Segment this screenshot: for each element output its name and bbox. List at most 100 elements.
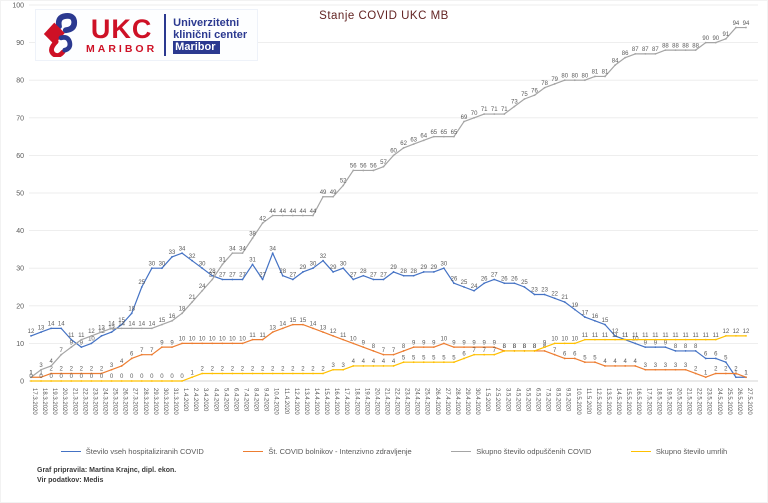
data-point	[533, 293, 536, 296]
data-label: 27	[259, 273, 266, 279]
data-point	[493, 346, 496, 349]
data-point	[493, 113, 496, 115]
data-label: 11	[249, 333, 256, 339]
data-point	[150, 327, 153, 330]
data-label: 21	[561, 295, 568, 301]
data-point	[422, 361, 425, 364]
data-label: 6	[573, 352, 577, 358]
data-point	[614, 338, 616, 341]
data-label: 8	[372, 344, 376, 350]
data-point	[110, 368, 113, 371]
data-point	[735, 334, 737, 337]
data-label: 6	[704, 352, 708, 358]
data-label: 9	[422, 340, 426, 346]
data-label: 30	[340, 261, 347, 267]
data-label: 1	[29, 370, 33, 376]
data-point	[473, 116, 475, 119]
legend-label-0: Število vseh hospitaliziranih COVID	[85, 447, 204, 456]
data-label: 31	[249, 258, 256, 264]
data-label: 38	[249, 231, 256, 237]
data-point	[634, 342, 637, 345]
data-label: 5	[593, 355, 597, 361]
data-point	[382, 365, 385, 367]
data-point	[372, 365, 375, 367]
data-point	[30, 376, 32, 379]
data-point	[523, 350, 526, 352]
x-axis-label: 2.5.2020	[494, 388, 500, 412]
data-label: 11	[78, 333, 85, 339]
data-label: 2	[49, 367, 53, 373]
data-point	[120, 327, 123, 330]
data-point	[291, 323, 294, 326]
data-label: 44	[310, 209, 317, 215]
data-label: 3	[664, 363, 668, 369]
data-point	[352, 278, 355, 281]
x-axis-label: 4.5.2020	[514, 388, 520, 412]
data-point	[483, 282, 486, 285]
data-point	[714, 338, 717, 341]
data-point	[664, 368, 667, 371]
data-point	[150, 380, 153, 382]
data-point	[302, 372, 304, 375]
data-label: 88	[672, 43, 679, 49]
y-axis-label: 80	[16, 78, 24, 85]
data-label: 2	[321, 367, 325, 373]
data-label: 8	[533, 344, 537, 350]
data-point	[352, 342, 355, 345]
data-point	[412, 143, 415, 146]
data-point	[181, 312, 183, 315]
data-point	[432, 361, 435, 364]
data-label: 2	[311, 367, 315, 373]
data-label: 49	[330, 190, 337, 196]
data-label: 12	[723, 329, 730, 335]
x-axis-label: 27.4.2020	[444, 388, 450, 415]
x-axis-label: 22.3.2020	[81, 388, 87, 415]
data-label: 8	[523, 344, 527, 350]
data-point	[422, 271, 425, 273]
x-axis-label: 23.5.2020	[706, 388, 712, 415]
data-point	[291, 214, 294, 217]
data-label: 4	[49, 359, 53, 365]
data-label: 14	[279, 322, 286, 328]
x-axis-label: 6.4.2020	[232, 388, 238, 412]
data-point	[644, 338, 647, 341]
data-label: 90	[702, 36, 709, 42]
x-axis-label: 30.3.2020	[162, 388, 168, 415]
y-axis-label: 70	[16, 115, 24, 122]
x-axis-label: 27.5.2020	[746, 388, 752, 415]
data-label: 7	[392, 348, 396, 354]
data-point	[322, 259, 324, 262]
data-label: 1	[704, 370, 708, 376]
series-line-0	[30, 252, 746, 378]
data-label: 2	[211, 367, 215, 373]
data-point	[40, 331, 42, 334]
x-axis-label: 24.3.2020	[101, 388, 107, 415]
data-label: 44	[279, 209, 286, 215]
data-point	[211, 372, 214, 375]
logo-divider	[164, 14, 167, 56]
data-point	[483, 113, 486, 115]
logo-city: MARIBOR	[86, 42, 158, 55]
data-point	[110, 327, 113, 330]
data-point	[332, 271, 335, 273]
footer-source: Vir podatkov: Medis	[37, 476, 104, 484]
data-point	[543, 86, 546, 89]
data-label: 80	[582, 73, 589, 79]
data-point	[473, 346, 475, 349]
data-point	[322, 331, 324, 334]
data-point	[70, 380, 73, 382]
data-label: 11	[703, 333, 710, 339]
data-point	[352, 365, 355, 367]
data-point	[654, 338, 657, 341]
data-point	[140, 380, 143, 382]
data-label: 81	[602, 70, 609, 76]
data-point	[724, 372, 727, 375]
data-point	[563, 357, 566, 360]
data-point	[453, 135, 455, 138]
data-point	[493, 278, 496, 281]
data-label: 29	[330, 265, 337, 271]
data-point	[40, 380, 42, 382]
data-point	[694, 49, 697, 52]
data-point	[724, 37, 727, 40]
data-label: 0	[130, 374, 134, 380]
